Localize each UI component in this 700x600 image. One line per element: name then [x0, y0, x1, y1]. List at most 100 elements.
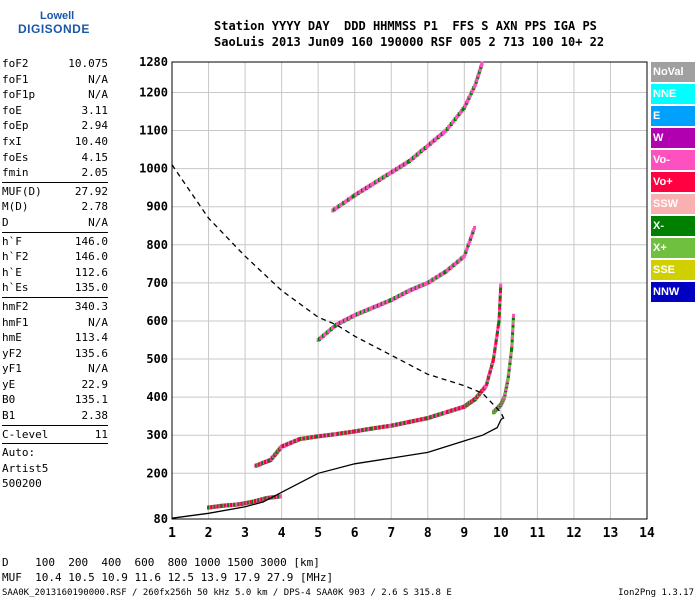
- param-label: hmF2: [2, 299, 29, 313]
- param-row: yF2 135.6: [2, 346, 108, 362]
- echo-point: [508, 365, 511, 370]
- echo-point: [467, 241, 471, 246]
- param-row: yE 22.9: [2, 377, 108, 393]
- echo-point: [495, 335, 499, 340]
- param-row: foE 3.11: [2, 103, 108, 119]
- param-row: Artist5: [2, 461, 108, 477]
- param-label: Artist5: [2, 461, 49, 475]
- param-row: fmin 2.05: [2, 165, 108, 181]
- scaled-parameters-panel: foF2 10.075 foF1 N/A foF1p N/A foE 3.11 foEp 2.94…: [2, 56, 108, 492]
- param-separator: [2, 181, 108, 183]
- y-tick-label: 80: [154, 512, 168, 526]
- param-row: MUF(D) 27.92: [2, 184, 108, 200]
- echo-point: [496, 329, 499, 334]
- echo-point: [469, 234, 473, 239]
- echo-point: [465, 247, 469, 252]
- x-tick-label: 14: [639, 526, 655, 541]
- echo-point: [498, 294, 502, 299]
- x-tick-label: 11: [530, 526, 546, 541]
- y-tick-label: 600: [146, 314, 168, 328]
- echo-point: [507, 371, 511, 376]
- file-footer: SAA0K_2013160190000.RSF / 260fx256h 50 k…: [2, 588, 452, 598]
- param-row: yF1 N/A: [2, 361, 108, 377]
- param-label: MUF(D): [2, 184, 42, 198]
- param-label: B0: [2, 393, 16, 407]
- param-label: h`E: [2, 265, 22, 279]
- y-tick-label: 300: [146, 428, 168, 442]
- y-tick-label: 400: [146, 390, 168, 404]
- echo-point: [279, 494, 283, 499]
- param-label: foF1p: [2, 88, 36, 102]
- param-label: hmE: [2, 331, 22, 345]
- x-tick-label: 7: [387, 526, 395, 541]
- param-value: 135.6: [74, 346, 108, 360]
- echo-point: [469, 236, 473, 241]
- param-separator: [2, 231, 108, 233]
- echo-point: [509, 354, 513, 359]
- param-value: N/A: [88, 215, 108, 229]
- profile-line: [171, 164, 506, 421]
- echo-point: [494, 340, 498, 345]
- param-value: 4.15: [81, 150, 109, 164]
- echo-point: [511, 316, 515, 321]
- param-row: fxI 10.40: [2, 134, 108, 150]
- param-value: 10.075: [68, 57, 108, 70]
- param-row: h`E 112.6: [2, 265, 108, 281]
- echo-point: [509, 356, 512, 361]
- param-value: 3.11: [81, 103, 109, 117]
- echo-point: [492, 357, 495, 362]
- y-tick-label: 700: [146, 276, 168, 290]
- param-label: foE: [2, 103, 22, 117]
- legend-item: SSW: [651, 194, 695, 214]
- param-row: D N/A: [2, 215, 108, 231]
- param-row: Auto:: [2, 445, 108, 461]
- param-label: fmin: [2, 166, 29, 180]
- echo-point: [499, 289, 502, 293]
- param-row: foEp 2.94: [2, 118, 108, 134]
- param-label: yE: [2, 377, 16, 391]
- echo-point: [496, 327, 500, 332]
- y-tick-label: 1200: [139, 85, 168, 99]
- echo-point: [470, 232, 474, 237]
- echo-point: [510, 347, 513, 352]
- echo-point: [339, 203, 343, 208]
- x-tick-label: 10: [493, 526, 509, 541]
- x-tick-label: 5: [314, 526, 322, 541]
- x-tick-label: 9: [460, 526, 468, 541]
- param-row: foEs 4.15: [2, 150, 108, 166]
- param-value: N/A: [88, 362, 108, 376]
- param-value: 2.05: [81, 166, 109, 180]
- echo-point: [492, 354, 496, 359]
- echo-point: [498, 305, 502, 310]
- lowell-digisonde-logo: Lowell DIGISONDE: [4, 6, 104, 46]
- legend-item: W: [651, 128, 695, 148]
- echo-point: [493, 348, 497, 353]
- echo-point: [510, 335, 514, 340]
- param-row: B1 2.38: [2, 408, 108, 424]
- echo-point: [334, 206, 338, 211]
- echo-point: [497, 313, 501, 318]
- legend-item: Vo+: [651, 172, 695, 192]
- echo-point: [508, 358, 512, 363]
- echo-point: [509, 350, 513, 354]
- param-label: Auto:: [2, 446, 36, 460]
- echo-point: [509, 352, 513, 357]
- param-row: foF2 10.075: [2, 56, 108, 72]
- echo-point: [498, 291, 502, 296]
- polarization-legend: NoVal NNE E W Vo- Vo+ SSW X- X+ SSE NNW: [651, 62, 695, 304]
- echo-point: [472, 228, 476, 233]
- x-tick-label: 2: [205, 526, 213, 541]
- param-row: hmF1 N/A: [2, 315, 108, 331]
- param-label: 500200: [2, 477, 42, 491]
- echo-point: [497, 321, 501, 326]
- echo-point: [343, 199, 347, 204]
- echo-point: [494, 338, 498, 342]
- param-value: 113.4: [74, 331, 108, 345]
- param-row: B0 135.1: [2, 392, 108, 408]
- param-label: M(D): [2, 200, 29, 214]
- echo-point: [492, 351, 496, 356]
- echo-point: [510, 338, 514, 343]
- echo-point: [498, 299, 502, 304]
- echo-point: [511, 323, 515, 328]
